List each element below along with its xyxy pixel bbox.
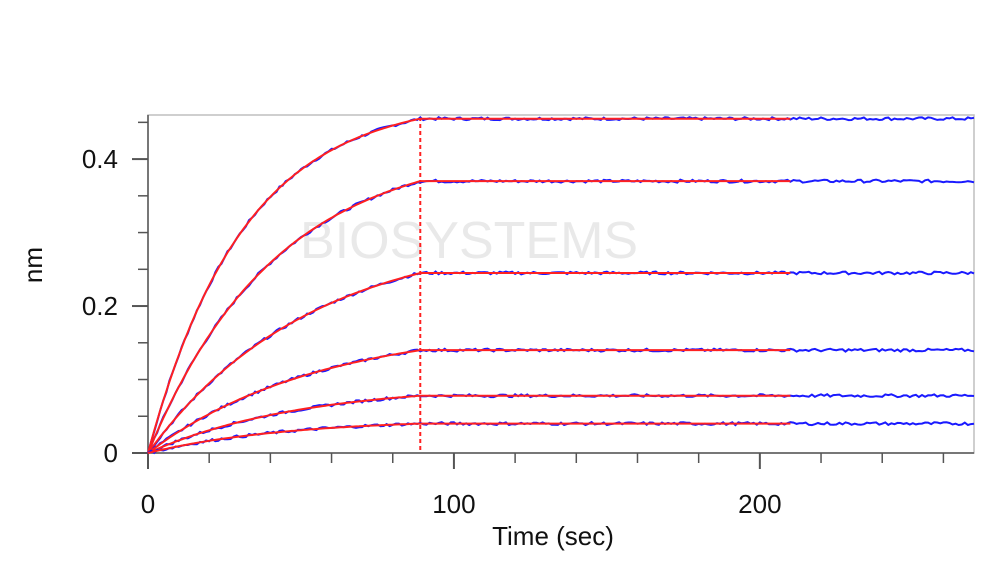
x-tick-label: 200 bbox=[738, 489, 781, 519]
plot-frame bbox=[147, 114, 975, 454]
x-axis-label: Time (sec) bbox=[492, 521, 614, 551]
fit-curve-4 bbox=[147, 349, 791, 454]
data-curve-4 bbox=[147, 347, 975, 454]
data-curve-1 bbox=[147, 115, 975, 454]
fit-curve-1 bbox=[147, 117, 791, 454]
fit-curve-3 bbox=[147, 272, 791, 454]
y-tick-label: 0.4 bbox=[82, 144, 118, 174]
y-axis-label: nm bbox=[18, 247, 48, 283]
fit-curve-5 bbox=[147, 394, 791, 454]
watermark-text: BIOSYSTEMS bbox=[300, 212, 638, 270]
x-tick-labels: 0 100 200 bbox=[141, 489, 782, 519]
axis-ticks bbox=[132, 115, 974, 469]
x-tick-label: 0 bbox=[141, 489, 155, 519]
y-tick-label: 0 bbox=[104, 438, 118, 468]
fit-curve-2 bbox=[147, 180, 791, 454]
y-tick-label: 0.2 bbox=[82, 291, 118, 321]
series-layer bbox=[147, 115, 975, 455]
y-tick-labels: 0 0.2 0.4 bbox=[82, 144, 118, 468]
watermark: BIOSYSTEMS bbox=[300, 212, 638, 270]
data-curve-6 bbox=[147, 420, 975, 455]
fit-curve-6 bbox=[147, 422, 791, 454]
data-curve-3 bbox=[147, 270, 975, 454]
x-tick-label: 100 bbox=[432, 489, 475, 519]
